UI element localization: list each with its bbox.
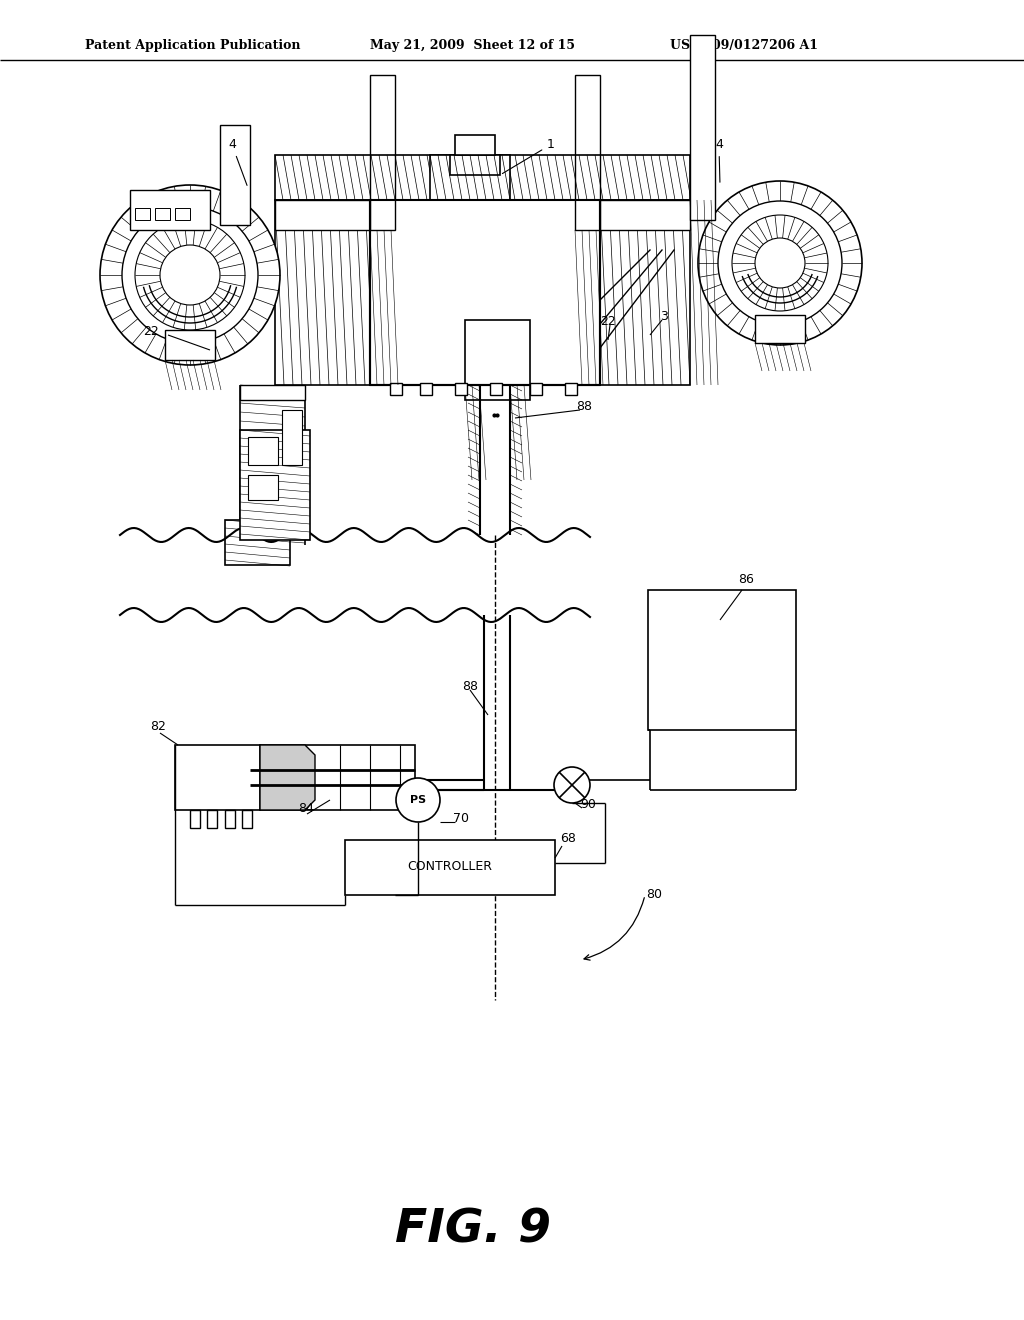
Bar xyxy=(455,135,495,154)
Bar xyxy=(648,590,796,730)
Bar xyxy=(575,75,600,230)
Bar xyxy=(240,385,305,400)
Text: US 2009/0127206 A1: US 2009/0127206 A1 xyxy=(670,38,818,51)
Circle shape xyxy=(122,207,258,343)
Text: FIG. 9: FIG. 9 xyxy=(395,1208,551,1253)
Text: 1: 1 xyxy=(503,139,555,173)
Circle shape xyxy=(755,238,805,288)
Bar xyxy=(165,330,215,360)
Bar xyxy=(430,154,510,201)
Bar xyxy=(260,744,415,810)
Text: CONTROLLER: CONTROLLER xyxy=(408,861,493,874)
Circle shape xyxy=(698,181,862,345)
Text: Patent Application Publication: Patent Application Publication xyxy=(85,38,300,51)
Bar xyxy=(225,520,290,565)
Text: 3: 3 xyxy=(660,310,668,323)
Bar xyxy=(450,154,500,176)
Bar xyxy=(455,383,467,395)
Bar xyxy=(225,810,234,828)
Text: 90: 90 xyxy=(580,799,596,810)
Bar xyxy=(240,430,310,540)
Text: 80: 80 xyxy=(646,888,662,902)
Circle shape xyxy=(396,777,440,822)
Bar xyxy=(275,201,370,385)
Bar xyxy=(175,744,260,810)
Bar xyxy=(755,315,805,343)
Bar xyxy=(282,411,302,465)
Bar xyxy=(207,810,217,828)
Bar xyxy=(275,201,690,230)
Bar xyxy=(490,383,502,395)
Text: 88: 88 xyxy=(462,680,478,693)
Bar xyxy=(420,383,432,395)
Bar xyxy=(220,125,250,224)
Bar xyxy=(248,475,278,500)
Bar xyxy=(135,209,150,220)
Text: 22: 22 xyxy=(600,315,615,327)
Text: May 21, 2009  Sheet 12 of 15: May 21, 2009 Sheet 12 of 15 xyxy=(370,38,575,51)
Bar xyxy=(370,201,600,385)
Text: 82: 82 xyxy=(150,719,166,733)
Bar xyxy=(465,319,530,400)
Bar xyxy=(565,383,577,395)
Text: PS: PS xyxy=(410,795,426,805)
Bar xyxy=(530,383,542,395)
Circle shape xyxy=(554,767,590,803)
Polygon shape xyxy=(260,744,315,810)
Bar xyxy=(370,75,395,230)
Text: 88: 88 xyxy=(575,400,592,413)
Text: 86: 86 xyxy=(738,573,754,586)
Bar xyxy=(190,810,200,828)
Bar xyxy=(175,209,190,220)
Text: 84: 84 xyxy=(298,803,314,814)
Bar xyxy=(690,36,715,220)
Bar xyxy=(345,840,555,895)
Circle shape xyxy=(100,185,280,366)
Text: 22: 22 xyxy=(143,325,159,338)
Text: 4: 4 xyxy=(228,139,247,185)
Text: 70: 70 xyxy=(453,812,469,825)
Text: 4: 4 xyxy=(715,139,723,182)
Bar xyxy=(275,154,690,201)
Bar xyxy=(130,190,210,230)
Circle shape xyxy=(718,201,842,325)
Bar xyxy=(390,383,402,395)
Bar xyxy=(248,437,278,465)
Text: 68: 68 xyxy=(560,832,575,845)
Circle shape xyxy=(160,246,220,305)
Bar xyxy=(155,209,170,220)
Bar xyxy=(600,201,690,385)
Bar xyxy=(242,810,252,828)
